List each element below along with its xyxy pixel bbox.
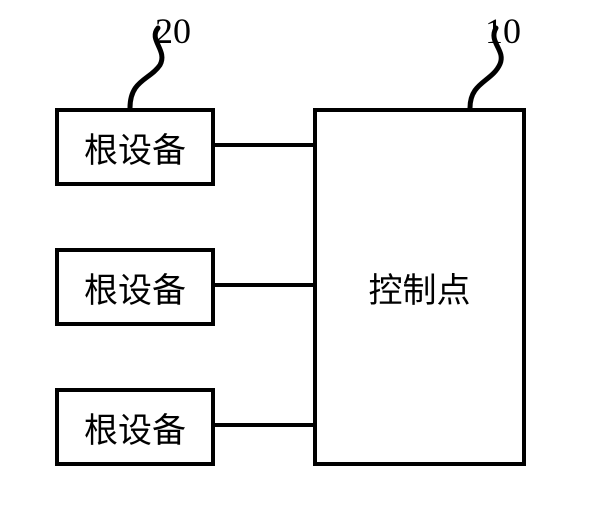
node-root-device-2: 根设备 <box>55 248 215 326</box>
connector-root2-control <box>215 283 313 287</box>
node-root-device-2-label: 根设备 <box>84 263 186 312</box>
ref-label-20-text: 20 <box>155 11 191 51</box>
ref-label-10-text: 10 <box>485 11 521 51</box>
ref-label-10: 10 <box>485 10 521 52</box>
node-control-point: 控制点 <box>313 108 526 466</box>
node-root-device-3: 根设备 <box>55 388 215 466</box>
lead-curve-10 <box>0 0 530 110</box>
connector-root1-control <box>215 143 313 147</box>
diagram-canvas: 根设备 根设备 根设备 控制点 20 10 <box>0 0 589 523</box>
connector-root3-control <box>215 423 313 427</box>
node-control-point-label: 控制点 <box>369 263 471 312</box>
node-root-device-1-label: 根设备 <box>84 123 186 172</box>
node-root-device-1: 根设备 <box>55 108 215 186</box>
node-root-device-3-label: 根设备 <box>84 403 186 452</box>
ref-label-20: 20 <box>155 10 191 52</box>
